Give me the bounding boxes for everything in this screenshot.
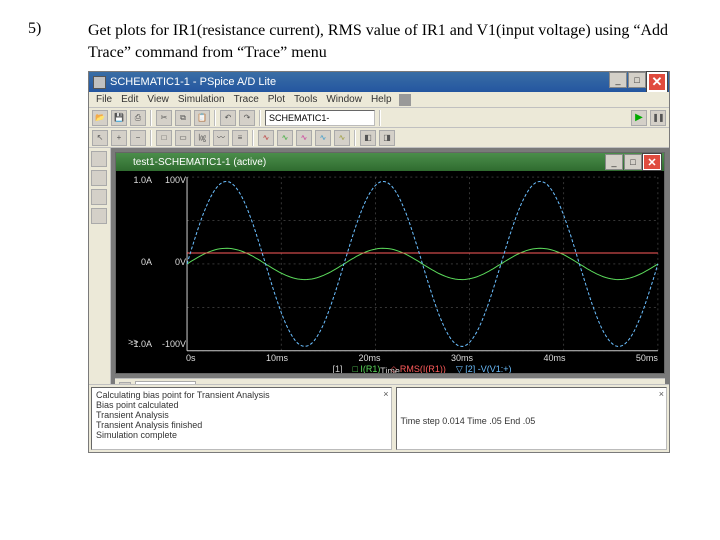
trace-red-icon[interactable]: ∿ — [258, 130, 274, 146]
lt-tool-icon[interactable] — [91, 208, 107, 224]
menu-tools[interactable]: Tools — [290, 94, 321, 105]
inner-window-title: test1-SCHEMATIC1-1 (active) — [133, 157, 266, 168]
left-toolbar — [89, 148, 111, 384]
lt-tool-icon[interactable] — [91, 189, 107, 205]
toolbar-cut-icon[interactable]: ✂ — [156, 110, 172, 126]
menu-window[interactable]: Window — [322, 94, 366, 105]
outer-titlebar: SCHEMATIC1-1 - PSpice A/D Lite _ □ ✕ — [89, 72, 669, 92]
inner-minimize-button[interactable]: _ — [605, 154, 623, 170]
lt-tool-icon[interactable] — [91, 170, 107, 186]
xtick: 40ms — [543, 353, 565, 363]
xtick: 20ms — [358, 353, 380, 363]
toolbar-separator — [214, 110, 216, 126]
menubar: FileEditViewSimulationTracePlotToolsWind… — [89, 92, 669, 108]
maximize-button[interactable]: □ — [628, 72, 646, 88]
run-button[interactable]: ▶ — [631, 110, 647, 126]
status-panel: × Time step 0.014 Time .05 End .05 — [396, 387, 667, 450]
pause-button[interactable]: ❚❚ — [650, 110, 666, 126]
xtick: 30ms — [451, 353, 473, 363]
toolbar-open-icon[interactable]: 📂 — [92, 110, 108, 126]
trace-green-icon[interactable]: ∿ — [277, 130, 293, 146]
close-button[interactable]: ✕ — [647, 72, 667, 92]
toolbar-separator — [354, 130, 356, 146]
tool-zoomin-icon[interactable]: + — [111, 130, 127, 146]
menu-help-icon[interactable] — [399, 94, 411, 106]
panel-close-icon[interactable]: × — [659, 389, 664, 399]
log-line: Simulation complete — [96, 430, 387, 440]
mdi-area: test1-SCHEMATIC1-1 (active) _ □ ✕ 1.0A0A… — [111, 148, 669, 384]
tab-icon — [119, 382, 131, 385]
inner-titlebar: test1-SCHEMATIC1-1 (active) _ □ ✕ — [116, 153, 664, 171]
trace-pink-icon[interactable]: ∿ — [296, 130, 312, 146]
toolbar-separator — [252, 130, 254, 146]
toolbar-save-icon[interactable]: 💾 — [111, 110, 127, 126]
trace-blue-icon[interactable]: ∿ — [315, 130, 331, 146]
lt-tool-icon[interactable] — [91, 151, 107, 167]
outer-window-title: SCHEMATIC1-1 - PSpice A/D Lite — [110, 76, 276, 88]
tool-fft-icon[interactable]: 〰 — [213, 130, 229, 146]
tool-zoomout-icon[interactable]: − — [130, 130, 146, 146]
toolbar-redo-icon[interactable]: ↷ — [239, 110, 255, 126]
panel-close-icon[interactable]: × — [383, 389, 388, 399]
tool-m2-icon[interactable]: ◨ — [379, 130, 395, 146]
log-line: Bias point calculated — [96, 400, 387, 410]
menu-help[interactable]: Help — [367, 94, 396, 105]
xtick: 10ms — [266, 353, 288, 363]
plot-window-icon — [119, 157, 130, 168]
menu-edit[interactable]: Edit — [117, 94, 142, 105]
tool-cursor-icon[interactable]: ↖ — [92, 130, 108, 146]
menu-plot[interactable]: Plot — [264, 94, 289, 105]
toolbar-undo-icon[interactable]: ↶ — [220, 110, 236, 126]
toolbar-print-icon[interactable]: ⎙ — [130, 110, 146, 126]
app-icon — [93, 76, 106, 89]
minimize-button[interactable]: _ — [609, 72, 627, 88]
plot-area[interactable]: 1.0A0A-1.0A 100V0V-100V >> 0s10ms20ms30m… — [116, 171, 664, 373]
xtick: 0s — [186, 353, 196, 363]
toolbar-separator — [379, 110, 381, 126]
menu-trace[interactable]: Trace — [230, 94, 263, 105]
trace-olive-icon[interactable]: ∿ — [334, 130, 350, 146]
tool-m1-icon[interactable]: ◧ — [360, 130, 376, 146]
plot-traces — [116, 171, 664, 373]
status-line: Time step 0.014 Time .05 End .05 — [401, 416, 662, 426]
document-tab[interactable]: test1-SCl ... — [135, 381, 196, 385]
x-axis-label: Time — [116, 366, 664, 373]
toolbar-1: 📂 💾 ⎙ ✂ ⧉ 📋 ↶ ↷ SCHEMATIC1- ▶ ❚❚ — [89, 108, 669, 128]
bottom-panels: × Calculating bias point for Transient A… — [89, 384, 669, 452]
toolbar-separator — [259, 110, 261, 126]
log-line: Transient Analysis — [96, 410, 387, 420]
output-log-panel: × Calculating bias point for Transient A… — [91, 387, 392, 450]
toolbar-separator — [150, 110, 152, 126]
document-tabstrip: test1-SCl ... — [115, 378, 665, 384]
menu-file[interactable]: File — [92, 94, 116, 105]
menu-view[interactable]: View — [143, 94, 173, 105]
tool-eq-icon[interactable]: ≡ — [232, 130, 248, 146]
tool-log-icon[interactable]: ㏒ — [194, 130, 210, 146]
plot-window: test1-SCHEMATIC1-1 (active) _ □ ✕ 1.0A0A… — [115, 152, 665, 374]
step-number: 5) — [28, 20, 60, 453]
toolbar-2: ↖ + − □ ▭ ㏒ 〰 ≡ ∿ ∿ ∿ ∿ ∿ ◧ ◨ — [89, 128, 669, 148]
inner-maximize-button[interactable]: □ — [624, 154, 642, 170]
toolbar-separator — [150, 130, 152, 146]
menu-simulation[interactable]: Simulation — [174, 94, 229, 105]
tool-a-icon[interactable]: □ — [156, 130, 172, 146]
log-line: Transient Analysis finished — [96, 420, 387, 430]
toolbar-paste-icon[interactable]: 📋 — [194, 110, 210, 126]
xtick: 50ms — [636, 353, 658, 363]
pspice-main-window: SCHEMATIC1-1 - PSpice A/D Lite _ □ ✕ Fil… — [88, 71, 670, 453]
toolbar-copy-icon[interactable]: ⧉ — [175, 110, 191, 126]
log-line: Calculating bias point for Transient Ana… — [96, 390, 387, 400]
schematic-dropdown[interactable]: SCHEMATIC1- — [265, 110, 375, 126]
tool-b-icon[interactable]: ▭ — [175, 130, 191, 146]
inner-close-button[interactable]: ✕ — [643, 154, 661, 170]
step-instruction: Get plots for IR1(resistance current), R… — [88, 20, 692, 63]
